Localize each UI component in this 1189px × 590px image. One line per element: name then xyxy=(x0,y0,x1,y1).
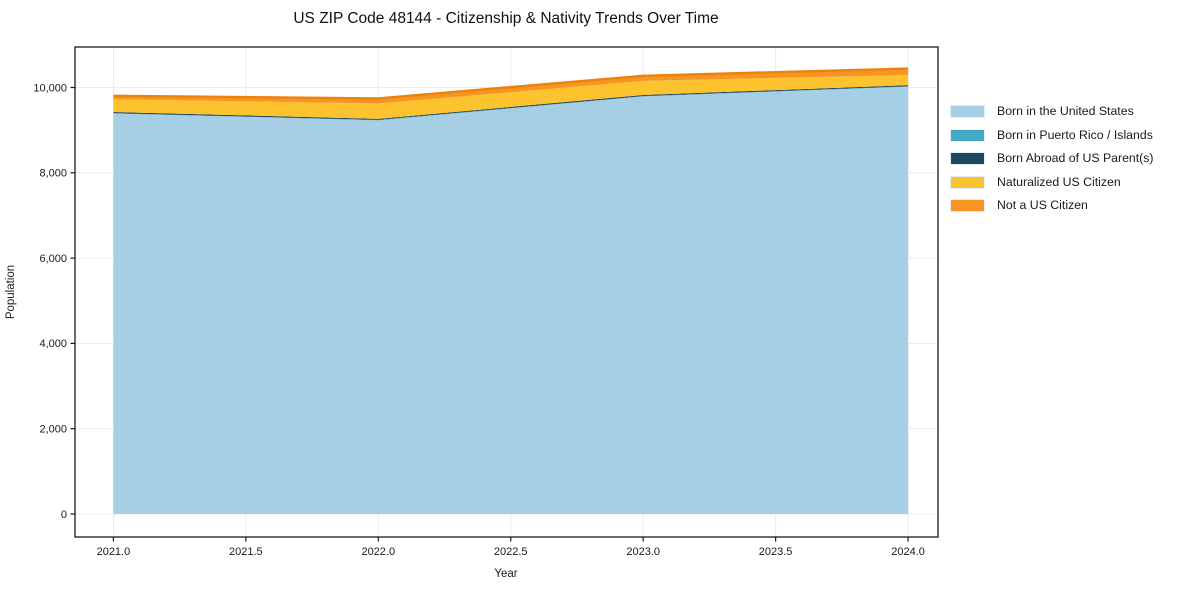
y-tick-label: 4,000 xyxy=(39,338,67,350)
legend-swatch-puerto-rico-islands xyxy=(950,128,985,142)
area-born-us xyxy=(113,86,909,514)
legend-swatch-born-abroad xyxy=(950,152,985,165)
stack-top-edge xyxy=(113,67,909,100)
x-axis-label: Year xyxy=(494,568,517,580)
y-tick-label: 6,000 xyxy=(39,253,67,265)
legend-swatch-naturalized xyxy=(950,175,985,189)
x-tick-label: 2022.5 xyxy=(494,546,528,558)
plot-frame xyxy=(74,46,939,538)
x-tick-label: 2023.0 xyxy=(626,546,660,558)
y-axis-label: Population xyxy=(5,265,17,319)
legend-swatch-not-citizen xyxy=(950,199,985,212)
legend-label-born-abroad: Born Abroad of US Parent(s) xyxy=(997,151,1154,165)
area-born-abroad xyxy=(113,85,909,120)
legend-label-puerto-rico-islands: Born in Puerto Rico / Islands xyxy=(997,127,1153,142)
y-tick-label: 10,000 xyxy=(33,82,67,94)
legend-item-puerto-rico-islands: Born in Puerto Rico / Islands xyxy=(950,127,1154,144)
legend-swatch-born-us xyxy=(950,105,985,118)
x-tick-label: 2022.0 xyxy=(361,546,395,558)
plot-area: 2021.0 2021.5 2022.0 2022.5 2023.0 2023.5 2024… xyxy=(33,46,939,558)
x-tick-label: 2021.0 xyxy=(97,546,131,558)
legend-label-naturalized: Naturalized US Citizen xyxy=(997,174,1121,189)
area-not-citizen xyxy=(113,68,909,104)
legend-label-born-us: Born in the United States xyxy=(997,104,1134,118)
legend-item-born-abroad: Born Abroad of US Parent(s) xyxy=(950,150,1154,167)
legend-item-naturalized: Naturalized US Citizen xyxy=(950,174,1154,191)
chart-title: US ZIP Code 48144 - Citizenship & Nativi… xyxy=(293,10,718,27)
legend-item-born-us: Born in the United States xyxy=(950,103,1154,120)
y-tick-label: 0 xyxy=(61,509,67,521)
area-naturalized xyxy=(113,74,909,119)
legend: Born in the United States Born in Puerto … xyxy=(950,103,1154,221)
y-tick-label: 8,000 xyxy=(39,168,67,180)
legend-item-not-citizen: Not a US Citizen xyxy=(950,197,1154,214)
x-tick-label: 2023.5 xyxy=(759,546,793,558)
x-tick-label: 2021.5 xyxy=(229,546,263,558)
x-tick-label: 2024.0 xyxy=(891,546,925,558)
legend-label-not-citizen: Not a US Citizen xyxy=(997,198,1088,212)
y-tick-label: 2,000 xyxy=(39,423,67,435)
